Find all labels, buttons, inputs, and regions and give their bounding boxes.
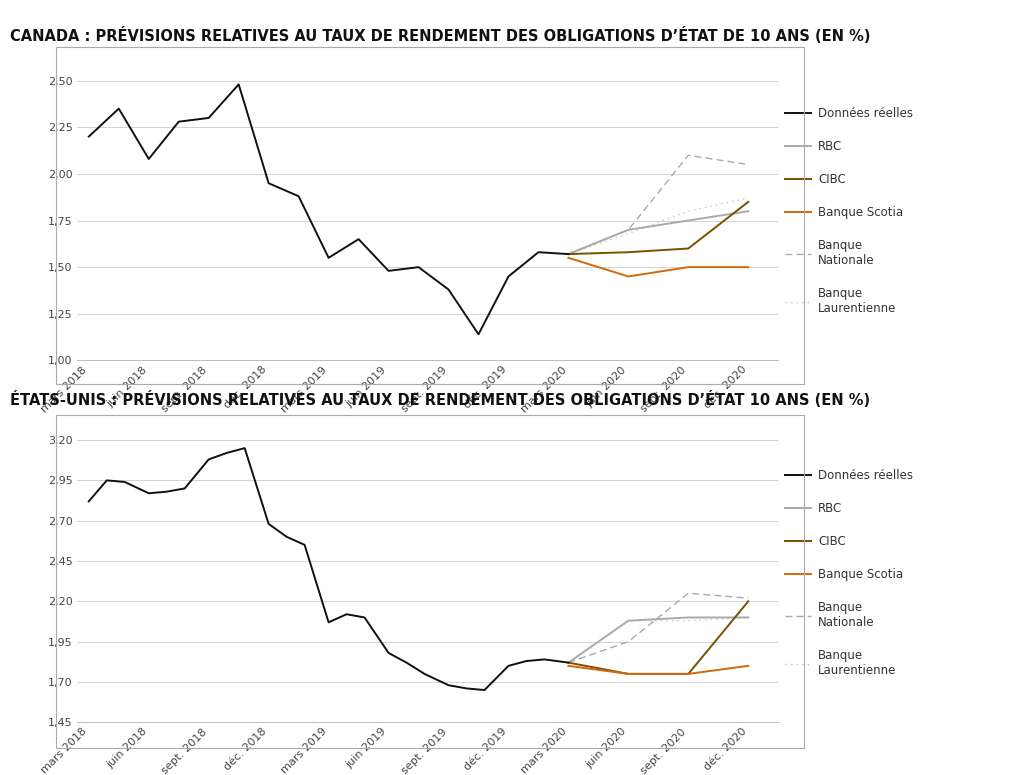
Text: ÉTATS-UNIS : PRÉVISIONS RELATIVES AU TAUX DE RENDEMENT DES OBLIGATIONS D’ÉTAT 10: ÉTATS-UNIS : PRÉVISIONS RELATIVES AU TAU…: [10, 391, 870, 408]
Text: CANADA : PRÉVISIONS RELATIVES AU TAUX DE RENDEMENT DES OBLIGATIONS D’ÉTAT DE 10 : CANADA : PRÉVISIONS RELATIVES AU TAUX DE…: [10, 27, 870, 44]
Legend: Données réelles, , RBC, , CIBC, , Banque Scotia, , Banque
Nationale, , Banque
La: Données réelles, , RBC, , CIBC, , Banque…: [785, 469, 913, 677]
Legend: Données réelles, , RBC, , CIBC, , Banque Scotia, , Banque
Nationale, , Banque
La: Données réelles, , RBC, , CIBC, , Banque…: [785, 107, 913, 315]
